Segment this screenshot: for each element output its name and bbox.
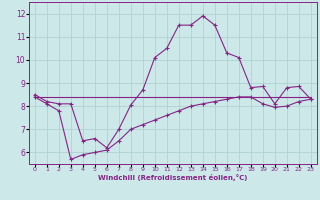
X-axis label: Windchill (Refroidissement éolien,°C): Windchill (Refroidissement éolien,°C) xyxy=(98,174,247,181)
